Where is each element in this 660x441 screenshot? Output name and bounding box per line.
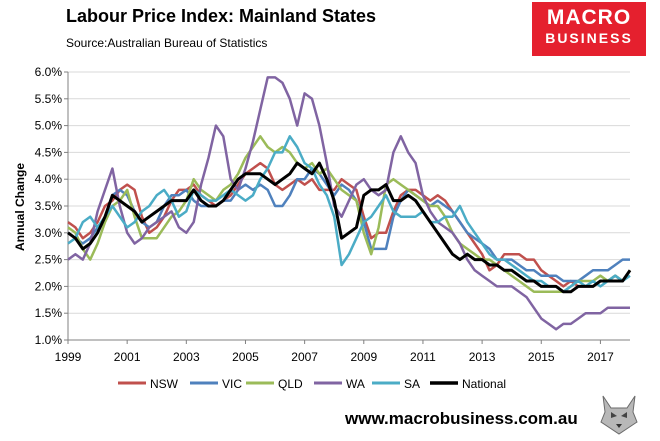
y-tick-label: 1.0% bbox=[35, 333, 63, 347]
legend-label-vic: VIC bbox=[222, 377, 242, 391]
series-lines bbox=[67, 76, 632, 331]
website-url: www.macrobusiness.com.au bbox=[345, 409, 578, 428]
line-chart: 1.0% 1.5% 2.0% 2.5% 3.0% 3.5% 4.0% 4.5% 5.0% 5.5%… bbox=[13, 65, 632, 391]
y-tick-label: 4.0% bbox=[35, 172, 63, 186]
gridlines bbox=[68, 71, 630, 341]
y-tick-label: 2.0% bbox=[35, 279, 63, 293]
axes bbox=[64, 71, 630, 344]
x-tick-label: 2001 bbox=[114, 350, 141, 364]
x-tick-label: 2009 bbox=[350, 350, 377, 364]
y-tick-label: 5.5% bbox=[35, 92, 63, 106]
x-tick-label: 2013 bbox=[469, 350, 496, 364]
macrobusiness-logo: MACRO BUSINESS bbox=[532, 2, 646, 56]
chart-title: Labour Price Index: Mainland States bbox=[66, 6, 377, 26]
y-tick-label: 1.5% bbox=[35, 306, 63, 320]
x-tick-label: 2011 bbox=[410, 350, 436, 364]
legend-label-nsw: NSW bbox=[150, 377, 179, 391]
y-axis-ticks: 1.0% 1.5% 2.0% 2.5% 3.0% 3.5% 4.0% 4.5% 5.0% 5.5%… bbox=[35, 65, 63, 347]
y-tick-label: 2.5% bbox=[35, 253, 63, 267]
legend-label-wa: WA bbox=[346, 377, 365, 391]
legend-label-qld: QLD bbox=[278, 377, 303, 391]
series-line-vic bbox=[67, 167, 630, 283]
y-tick-label: 3.0% bbox=[35, 226, 63, 240]
legend-label-sa: SA bbox=[404, 377, 420, 391]
y-axis-label: Annual Change bbox=[13, 163, 27, 251]
x-tick-label: 2017 bbox=[587, 350, 614, 364]
series-line-nsw bbox=[67, 161, 632, 288]
series-line-national bbox=[67, 161, 632, 294]
x-tick-label: 2007 bbox=[291, 350, 318, 364]
series-line-qld bbox=[67, 135, 632, 294]
y-tick-label: 5.0% bbox=[35, 119, 63, 133]
source-note: Source:Australian Bureau of Statistics bbox=[66, 36, 268, 50]
x-tick-label: 2003 bbox=[173, 350, 200, 364]
y-tick-label: 6.0% bbox=[35, 65, 63, 79]
x-tick-label: 2015 bbox=[528, 350, 555, 364]
wolf-icon bbox=[600, 395, 638, 435]
x-tick-label: 1999 bbox=[55, 350, 82, 364]
logo-line-2: BUSINESS bbox=[545, 30, 633, 46]
x-tick-label: 2005 bbox=[232, 350, 259, 364]
legend: NSW VIC QLD WA SA National bbox=[118, 377, 506, 391]
series-line-wa bbox=[67, 76, 630, 331]
y-tick-label: 3.5% bbox=[35, 199, 63, 213]
y-tick-label: 4.5% bbox=[35, 145, 63, 159]
x-axis-ticks: 1999 2001 2003 2005 2007 2009 2011 2013 2015 2017 bbox=[55, 350, 614, 364]
legend-label-national: National bbox=[462, 377, 506, 391]
logo-line-1: MACRO bbox=[546, 6, 632, 29]
